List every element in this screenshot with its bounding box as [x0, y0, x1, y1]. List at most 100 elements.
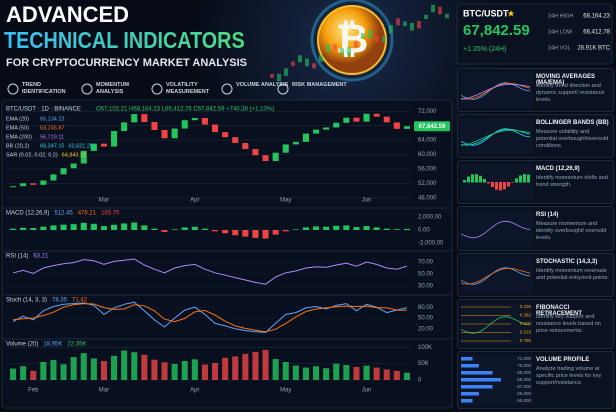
candle [201, 118, 208, 125]
card-thumbnail [461, 72, 533, 108]
thumb-bar [523, 174, 526, 183]
y-tick-label: 64,000 [418, 138, 437, 144]
legend-value: 62,621.25 [68, 143, 92, 149]
y-tick-label: 50.00 [418, 316, 434, 322]
candle [80, 150, 87, 164]
decor-candle [403, 21, 407, 27]
decor-candle [340, 48, 344, 55]
thumb-bar [479, 175, 482, 183]
decor-candle [277, 73, 281, 82]
y-tick-label: -2,000.00 [418, 241, 444, 247]
volume-bar [141, 354, 148, 380]
x-tick-label: Feb [28, 388, 39, 394]
card-text: Measure volatility and potential overbou… [536, 129, 609, 149]
ticker-star: ★ [507, 8, 515, 18]
macd-bar [272, 230, 279, 235]
macd-bar [403, 228, 410, 230]
coin-symbol: ₿ [336, 18, 369, 62]
feature-label: MOMENTUM ANALYSIS [96, 82, 129, 95]
thumb-label: 0.382 [520, 313, 532, 318]
volume-bar [171, 363, 178, 380]
x-tick-label: Mar [99, 388, 109, 394]
macd-bar [373, 227, 380, 230]
card-text: Identify momentum reversals and potentia… [536, 268, 610, 281]
thumb-profile [461, 399, 473, 403]
decor-candle [389, 25, 393, 34]
stat-label: 24H HIGH [548, 13, 573, 19]
thumb-label: 0.618 [520, 330, 532, 335]
macd-bar [131, 222, 138, 230]
macd-bar [292, 229, 299, 230]
decor-candle [354, 41, 358, 48]
price-badge-label: 67,842.59 [419, 124, 446, 130]
macd-bar [302, 227, 309, 230]
card-title: BOLLINGER BANDS (BB) [536, 120, 609, 126]
thumb-bg [461, 257, 533, 293]
volume-bar [50, 360, 57, 380]
thumb-bar [519, 175, 522, 183]
volume-bar [333, 363, 340, 380]
macd-bar [262, 230, 269, 239]
card-thumbnail [461, 210, 533, 247]
card-title: FIBONACCI RETRACEMENT [536, 305, 582, 317]
x-tick-label: May [280, 388, 291, 394]
y-tick-label: 2,000.00 [418, 215, 442, 221]
thumb-profile [461, 385, 493, 389]
volume-bar [161, 362, 168, 380]
volume-bar [252, 351, 259, 380]
thumb-label: 69,000 [517, 370, 531, 375]
volume-bar [30, 370, 37, 380]
x-tick-label: Jun [362, 388, 372, 394]
thumb-line [461, 267, 531, 285]
decor-candle [333, 44, 337, 51]
volume-bar [373, 367, 380, 380]
y-tick-label: 0.00 [418, 228, 430, 234]
decor-candle [396, 18, 400, 26]
candle [141, 114, 148, 123]
macd-bar [90, 223, 97, 230]
volume-bar [90, 358, 97, 380]
card-title: STOCHASTIC (14,3,3) [536, 259, 598, 265]
thumb-profile [461, 357, 473, 361]
thumb-bg [461, 210, 533, 247]
legend-name: EMA (200) [6, 134, 32, 140]
panel-label: Volume (20) [6, 342, 38, 348]
feature-icon [277, 83, 289, 95]
volume-bar [313, 366, 320, 380]
volume-bar [111, 355, 118, 380]
macd-bar [111, 224, 118, 230]
volume-bar [282, 362, 289, 380]
macd-bar [212, 230, 219, 232]
volume-bar [363, 365, 370, 380]
candle [131, 114, 138, 123]
card-text: Measure momentum and identify overbought… [536, 221, 607, 241]
macd-bar [171, 229, 178, 230]
ticker-pair: BTC/USDT [463, 8, 509, 18]
stoch-line [12, 301, 408, 333]
decor-candle [291, 61, 295, 67]
macd-bar [30, 228, 37, 230]
thumb-bar [495, 182, 498, 190]
thumb-bar [483, 178, 486, 183]
thumb-bar [515, 178, 518, 183]
volume-bar [272, 359, 279, 380]
thumb-profile [461, 371, 493, 375]
coin-glow [310, 0, 394, 82]
indicator-card: STOCHASTIC (14,3,3) Identify momentum rev… [457, 253, 614, 297]
volume-bar [151, 359, 158, 380]
legend-value: 64,843.21 [62, 152, 86, 158]
candle [403, 126, 410, 129]
macd-bar [10, 228, 17, 230]
card-text: Identify key support and resistance leve… [536, 314, 601, 334]
thumb-label: 71,000 [517, 356, 531, 361]
macd-bar [40, 226, 47, 230]
volume-bar [262, 349, 269, 380]
candle [282, 144, 289, 153]
thumb-bar [499, 182, 502, 191]
candle [212, 124, 219, 133]
macd-bar [121, 223, 128, 230]
card-title: VOLUME PROFILE [536, 357, 590, 363]
macd-bar [80, 222, 87, 230]
